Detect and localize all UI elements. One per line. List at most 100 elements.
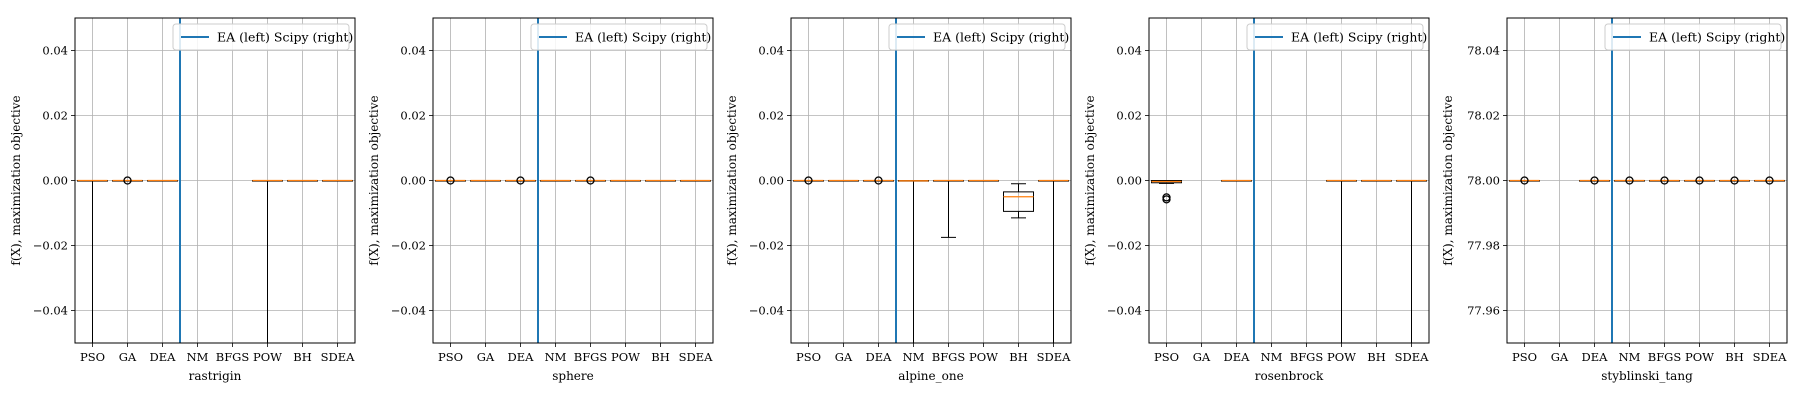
box-DEA bbox=[147, 179, 178, 182]
y-tick-label: 0.00 bbox=[42, 174, 68, 188]
flier-point bbox=[1590, 176, 1599, 185]
x-tick-label: PSO bbox=[1512, 350, 1537, 364]
legend-box bbox=[1246, 23, 1424, 51]
box-POW bbox=[1326, 179, 1357, 343]
x-tick-label: SDEA bbox=[321, 350, 355, 364]
legend-box bbox=[530, 23, 708, 51]
box-BFGS bbox=[933, 179, 964, 238]
box-NM bbox=[898, 180, 929, 343]
x-tick-label: NM bbox=[187, 350, 209, 364]
x-tick-label: SDEA bbox=[1395, 350, 1429, 364]
box-BH bbox=[287, 179, 318, 182]
box-BH bbox=[1719, 176, 1750, 185]
legend-box bbox=[172, 23, 350, 51]
x-tick-label: GA bbox=[477, 350, 495, 364]
y-axis-label: f(X), maximization objective bbox=[725, 95, 739, 265]
y-tick-label: 0.04 bbox=[400, 44, 426, 58]
y-tick-label: −0.02 bbox=[391, 239, 426, 253]
box-BFGS bbox=[1649, 176, 1680, 185]
y-tick-label: 0.02 bbox=[400, 109, 426, 123]
box-BH bbox=[1361, 179, 1392, 182]
legend-label: EA (left) Scipy (right) bbox=[1649, 30, 1785, 45]
panel-rastrigin: −0.04 −0.02 0.00 0.02 0.04 PSO GA DEA NM BFGS POW B… bbox=[9, 17, 356, 383]
flier-point bbox=[804, 176, 813, 185]
y-axis-label: f(X), maximization objective bbox=[1441, 95, 1455, 265]
flier-point bbox=[1660, 176, 1669, 185]
x-tick-label: PSO bbox=[80, 350, 105, 364]
x-axis-label: alpine_one bbox=[898, 369, 963, 383]
box-GA bbox=[828, 179, 859, 182]
boxes bbox=[1151, 179, 1427, 343]
x-axis-label: rosenbrock bbox=[1255, 369, 1324, 383]
legend: EA (left) Scipy (right) bbox=[1604, 23, 1785, 51]
legend-box bbox=[1604, 23, 1782, 51]
x-tick-label: SDEA bbox=[1753, 350, 1787, 364]
box-PSO bbox=[1509, 176, 1540, 185]
y-tick-label: 0.00 bbox=[400, 174, 426, 188]
x-tick-label: NM bbox=[545, 350, 567, 364]
x-tick-label: POW bbox=[969, 350, 998, 364]
box-GA bbox=[112, 176, 143, 185]
flier-point bbox=[446, 176, 455, 185]
y-tick-label: 0.04 bbox=[42, 44, 68, 58]
box-POW bbox=[252, 179, 283, 343]
x-tick-label: BH bbox=[1725, 350, 1743, 364]
x-tick-label: BFGS bbox=[574, 350, 608, 364]
flier-point bbox=[1730, 176, 1739, 185]
x-tick-label: POW bbox=[611, 350, 640, 364]
x-tick-label: BFGS bbox=[932, 350, 966, 364]
box-PSO bbox=[1151, 180, 1182, 204]
x-tick-label: POW bbox=[253, 350, 282, 364]
box-NM bbox=[1614, 176, 1645, 185]
x-tick-label: NM bbox=[1261, 350, 1283, 364]
x-tick-label: DEA bbox=[1582, 350, 1609, 364]
x-tick-label: GA bbox=[119, 350, 137, 364]
boxes bbox=[435, 176, 711, 185]
box-PSO bbox=[77, 179, 108, 343]
boxes bbox=[793, 176, 1069, 343]
x-tick-label: BH bbox=[1009, 350, 1027, 364]
x-axis-label: sphere bbox=[552, 369, 594, 383]
legend-label: EA (left) Scipy (right) bbox=[933, 30, 1069, 45]
box-BFGS bbox=[575, 176, 606, 185]
y-tick-label: −0.04 bbox=[391, 304, 426, 318]
x-axis-label: styblinski_tang bbox=[1601, 369, 1693, 383]
x-tick-label: PSO bbox=[1154, 350, 1179, 364]
box-BH bbox=[645, 179, 676, 182]
x-tick-label: BFGS bbox=[216, 350, 250, 364]
flier-point bbox=[123, 176, 132, 185]
y-tick-label: −0.02 bbox=[33, 239, 68, 253]
flier-point bbox=[1765, 176, 1774, 185]
y-tick-label: 0.02 bbox=[1116, 109, 1142, 123]
x-tick-label: BH bbox=[1367, 350, 1385, 364]
x-tick-label: BFGS bbox=[1648, 350, 1682, 364]
y-tick-label: 78.04 bbox=[1467, 44, 1500, 58]
panel-sphere: −0.04 −0.02 0.00 0.02 0.04 PSO GA DEA NM BFGS POW B… bbox=[367, 17, 714, 383]
x-tick-label: BFGS bbox=[1290, 350, 1324, 364]
x-tick-label: POW bbox=[1685, 350, 1714, 364]
box-POW bbox=[610, 179, 641, 182]
panel-rosenbrock: −0.04 −0.02 0.00 0.02 0.04 PSO GA DEA NM BFGS POW B… bbox=[1083, 17, 1430, 383]
y-tick-label: −0.04 bbox=[749, 304, 784, 318]
flier-point bbox=[1520, 176, 1529, 185]
y-tick-label: 77.96 bbox=[1467, 304, 1500, 318]
y-tick-label: −0.04 bbox=[1107, 304, 1142, 318]
y-tick-label: −0.02 bbox=[749, 239, 784, 253]
y-tick-label: 0.04 bbox=[1116, 44, 1142, 58]
legend-label: EA (left) Scipy (right) bbox=[217, 30, 353, 45]
x-tick-label: DEA bbox=[1224, 350, 1251, 364]
x-tick-label: SDEA bbox=[679, 350, 713, 364]
flier-point bbox=[1162, 195, 1171, 204]
box-NM bbox=[540, 179, 571, 182]
axes-frame bbox=[790, 17, 1072, 344]
legend: EA (left) Scipy (right) bbox=[1246, 23, 1427, 51]
y-tick-label: 78.02 bbox=[1467, 109, 1500, 123]
x-tick-label: SDEA bbox=[1037, 350, 1071, 364]
y-tick-label: 0.00 bbox=[758, 174, 784, 188]
box-DEA bbox=[1221, 179, 1252, 182]
x-tick-label: PSO bbox=[796, 350, 821, 364]
box-SDEA bbox=[322, 179, 353, 182]
flier-point bbox=[1625, 176, 1634, 185]
panel-styblinski_tang: 77.96 77.98 78.00 78.02 78.04 PSO GA DEA NM BFGS P… bbox=[1441, 17, 1788, 383]
